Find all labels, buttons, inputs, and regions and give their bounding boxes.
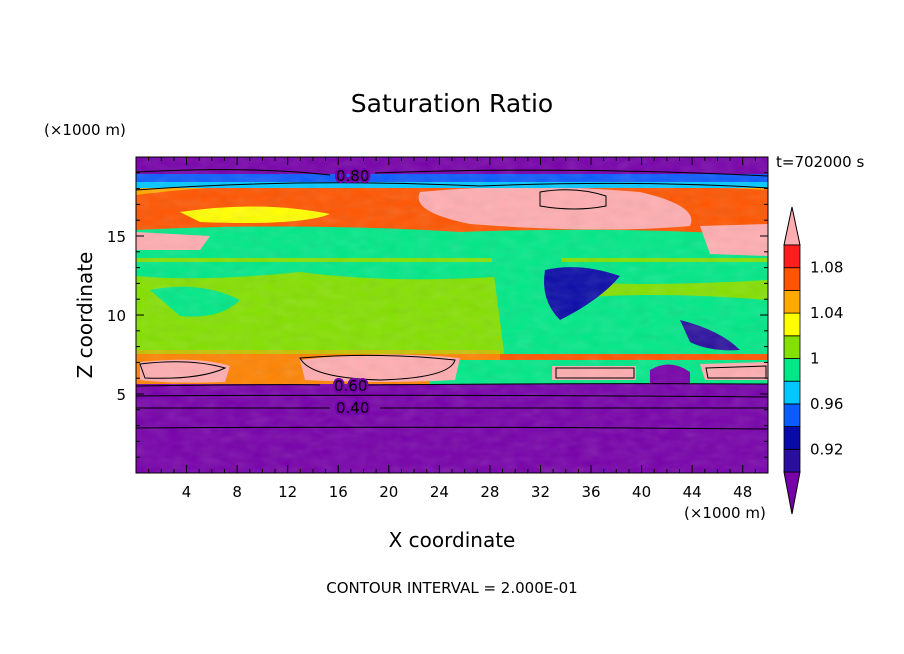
x-axis: 4 8 12 16 20 24 28 32 36 40 44 48 (148, 157, 756, 501)
plot-area (136, 157, 768, 473)
colorbar-label: 0.96 (810, 395, 843, 413)
colorbar-label: 1.04 (810, 304, 843, 322)
contour-lines (136, 169, 768, 430)
x-tick-label: 48 (733, 483, 752, 501)
colorbar-under-triangle (783, 471, 801, 515)
y-axis-label: Z coordinate (73, 252, 97, 379)
x-tick-label: 44 (683, 483, 702, 501)
colorbar-label: 0.92 (810, 440, 843, 458)
colorbar-segment (783, 244, 801, 269)
x-tick-label: 4 (182, 483, 192, 501)
y-axis: 5 10 15 (107, 172, 768, 458)
colorbar-segment (783, 267, 801, 291)
time-label: t=702000 s (776, 153, 864, 171)
contour-label: 0.80 (336, 167, 369, 185)
x-axis-unit: (×1000 m) (684, 504, 766, 522)
colorbar-segment (783, 380, 801, 405)
colorbar-segment (783, 335, 801, 359)
colorbar-segment (783, 289, 801, 314)
y-axis-unit: (×1000 m) (44, 121, 126, 139)
colorbar-label: 1.08 (810, 259, 843, 277)
field-texture (136, 157, 768, 473)
colorbar-segment (783, 403, 801, 427)
x-tick-label: 40 (632, 483, 651, 501)
y-tick-label: 5 (116, 386, 126, 404)
contour-label: 0.60 (334, 377, 367, 395)
x-tick-label: 8 (232, 483, 242, 501)
colorbar-segment (783, 426, 801, 450)
x-tick-label: 24 (430, 483, 449, 501)
x-tick-label: 12 (278, 483, 297, 501)
colorbar-segment (783, 358, 801, 382)
colorbar-label: 1 (810, 350, 820, 368)
x-tick-label: 28 (480, 483, 499, 501)
contour-interval-note: CONTOUR INTERVAL = 2.000E-01 (326, 579, 577, 597)
chart-title: Saturation Ratio (351, 89, 553, 118)
x-tick-label: 36 (581, 483, 600, 501)
x-tick-label: 16 (329, 483, 348, 501)
x-tick-label: 32 (531, 483, 550, 501)
x-tick-label: 20 (379, 483, 398, 501)
colorbar-over-triangle (783, 206, 801, 246)
y-tick-label: 15 (107, 228, 126, 246)
contour-label: 0.40 (336, 399, 369, 417)
colorbar: 1.08 1.04 1 0.96 0.92 (783, 206, 843, 515)
x-axis-label: X coordinate (389, 528, 516, 552)
y-tick-label: 10 (107, 307, 126, 325)
colorbar-segment (783, 312, 801, 337)
colorbar-segment (783, 448, 801, 473)
